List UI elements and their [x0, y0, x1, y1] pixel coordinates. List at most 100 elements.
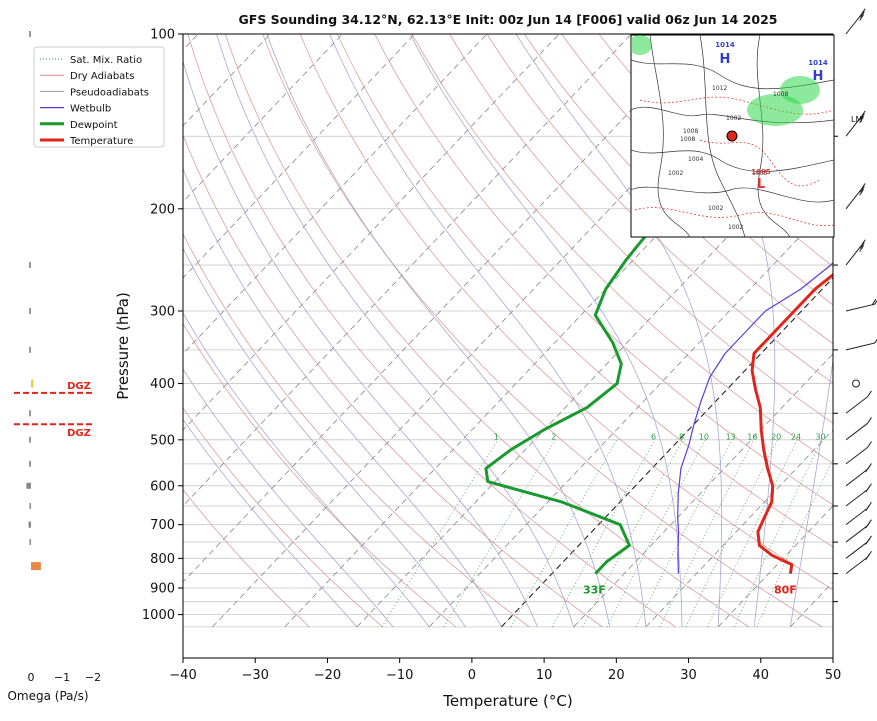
wind-barbs: [845, 8, 877, 575]
pseudoadiabat: [515, 34, 723, 627]
dgz-label: DGZ: [67, 428, 91, 439]
y-tick-label: 800: [150, 552, 175, 567]
y-tick-label: 700: [150, 518, 175, 533]
surface-temperature-label: 80F: [774, 584, 797, 597]
barb-staff: [845, 556, 868, 575]
series-temperature: [750, 272, 833, 574]
barb-flag: [859, 11, 865, 18]
omega-tick-label: 0: [28, 671, 35, 684]
omega-bar: [29, 460, 31, 467]
pseudoadiabat: [183, 368, 394, 628]
barb-flag: [859, 245, 865, 252]
map-low-symbol: L: [757, 177, 765, 192]
barb-staff: [845, 541, 868, 559]
legend-entry: Temperature: [69, 136, 133, 147]
y-tick-label: 300: [150, 305, 175, 320]
barb-flag: [859, 14, 865, 21]
wind-barb: [845, 183, 866, 210]
pseudoadiabat: [216, 34, 575, 628]
pseudoadiabat: [183, 247, 466, 628]
map-isobar: [756, 35, 791, 237]
omega-bar: [29, 346, 31, 353]
legend-entry: Sat. Mix. Ratio: [70, 55, 142, 66]
omega-tick-label: −2: [85, 671, 101, 684]
wind-barb: [845, 550, 872, 575]
mixing-ratio-label: 1: [494, 432, 499, 441]
omega-axis-label: Omega (Pa/s): [7, 689, 88, 703]
isotherm-line: [183, 34, 415, 279]
mixing-ratio-label: 36: [836, 432, 846, 441]
barb-flag: [865, 465, 871, 473]
isotherm-line: [183, 34, 488, 355]
x-tick-label: 40: [753, 668, 770, 683]
x-tick-label: −10: [386, 668, 413, 683]
legend-entry: Dry Adiabats: [70, 71, 134, 82]
omega-bar: [26, 482, 31, 489]
wind-barb: [845, 535, 872, 559]
axes: −40 −30 −20 −10 0 10 20 30 40 50 100 200 300 400 500 60…: [142, 28, 841, 684]
wind-barb: [845, 338, 877, 351]
barb-flag: [871, 298, 877, 306]
map-location-marker: [726, 130, 738, 142]
wind-barb: [845, 417, 872, 441]
mixing-ratio-label: 16: [747, 432, 757, 441]
wind-barb: [845, 519, 872, 543]
barb-staff: [845, 116, 862, 137]
legend-box: [33, 46, 165, 148]
dry-adiabat: [561, 34, 833, 306]
map-high-symbol: H: [813, 69, 824, 84]
wind-barb: [845, 239, 866, 266]
map-isobar-label: 1012: [712, 85, 727, 92]
map-isobar-label: 1002: [726, 115, 741, 122]
omega-bar: [29, 262, 31, 269]
x-tick-label: −40: [169, 668, 196, 683]
pseudoadiabat: [183, 60, 538, 628]
dry-adiabat: [183, 322, 457, 628]
barb-flag: [867, 417, 872, 424]
isotherm-line: [183, 34, 704, 583]
map-precip: [747, 94, 803, 126]
x-tick-label: −20: [314, 668, 341, 683]
dry-adiabat: [523, 34, 833, 345]
omega-bar: [29, 31, 31, 37]
dry-adiabat: [183, 407, 383, 628]
omega-panel: 0 −1 −2 Omega (Pa/s) DGZ DGZ: [7, 31, 101, 703]
barb-staff: [845, 303, 875, 312]
mixing-ratio-label: 20: [771, 432, 781, 441]
y-tick-label: 100: [150, 28, 175, 43]
omega-bar: [31, 379, 34, 388]
barb-flag: [860, 239, 866, 247]
legend-entry: Wetbulb: [70, 104, 111, 115]
dry-adiabat: [187, 34, 676, 628]
y-tick-label: 500: [150, 433, 175, 448]
mixing-ratio-line: [659, 439, 755, 628]
barb-flag: [860, 8, 866, 15]
map-isobar: [649, 35, 691, 237]
dry-adiabat: [183, 134, 603, 628]
wind-barb: [845, 110, 866, 137]
omega-tick-label: −1: [54, 671, 70, 684]
barb-flag: [859, 186, 865, 193]
map-isobar: [699, 35, 746, 237]
mixing-ratio-line: [582, 439, 684, 628]
y-tick-label: 200: [150, 202, 175, 217]
barb-staff: [845, 342, 875, 351]
dry-adiabat: [411, 34, 833, 465]
barb-staff: [845, 447, 868, 465]
map-contour: [634, 207, 834, 227]
mixing-ratio-line: [756, 457, 833, 628]
map-isobar-label: 1008: [773, 91, 788, 98]
wind-barb: [845, 483, 872, 507]
dry-adiabat: [262, 34, 823, 628]
mixing-ratio-label: 30: [815, 432, 825, 441]
mixing-ratio-label: 24: [791, 432, 801, 441]
mixing-ratio-line: [510, 439, 618, 628]
wind-barb: [845, 8, 866, 35]
x-tick-label: −30: [242, 668, 269, 683]
map-precip: [631, 35, 652, 55]
mixing-ratio-line: [685, 439, 778, 628]
barb-flag: [867, 390, 872, 398]
map-isobar: [631, 149, 834, 172]
pseudoadiabat: [183, 167, 502, 628]
